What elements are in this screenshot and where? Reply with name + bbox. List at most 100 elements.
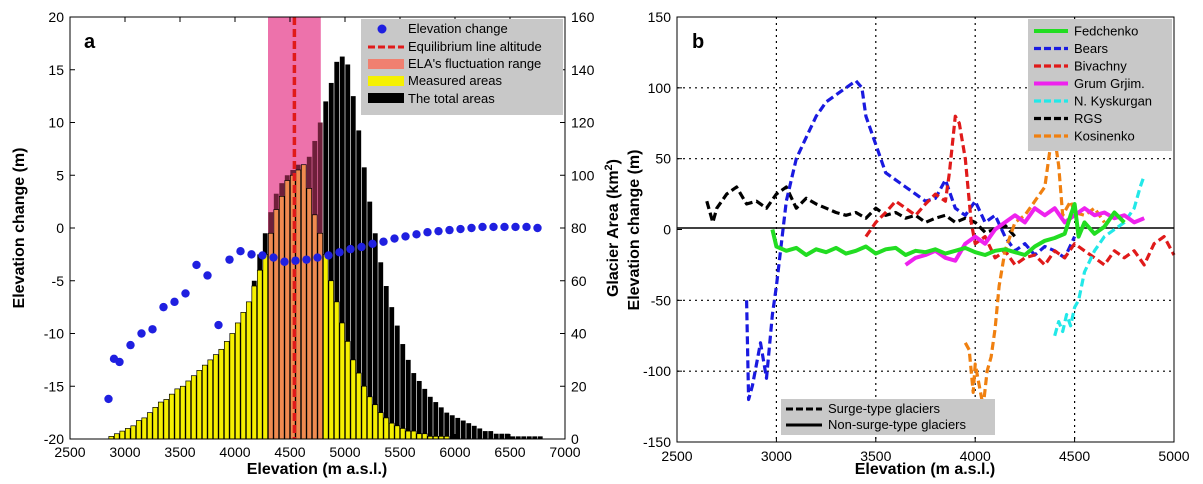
elevation-change-point [258, 251, 267, 260]
elevation-change-point [478, 222, 487, 232]
bar-measured-area [196, 370, 203, 440]
y-left-tick-label: -10 [44, 326, 64, 342]
elevation-change-point [500, 222, 509, 232]
elevation-change-point [291, 256, 300, 265]
bar-total-area [537, 436, 543, 439]
elevation-change-point [280, 257, 289, 266]
bar-measured-area [229, 333, 236, 440]
bar-total-area [394, 325, 400, 439]
bar-measured-area [421, 433, 428, 440]
x-tick-label: 5500 [384, 444, 415, 460]
bar-measured-area [163, 399, 170, 440]
elevation-change-point [324, 251, 333, 260]
bar-measured-area [278, 196, 285, 440]
y-left-tick-label: 0 [56, 220, 64, 236]
bar-total-area [383, 286, 389, 439]
y-tick-label: 0 [663, 222, 671, 238]
bar-total-area [411, 373, 417, 439]
bar-measured-area [124, 428, 131, 440]
bar-measured-area [339, 322, 346, 440]
bar-measured-area [399, 428, 406, 440]
y-left-tick-label: -15 [44, 378, 64, 394]
bar-measured-area [190, 375, 197, 440]
panel-a-label: a [84, 31, 96, 53]
bar-total-area [521, 436, 527, 439]
legend-label-grum-grjim-: Grum Grjim. [1074, 76, 1145, 91]
y-right-tick-label: 0 [571, 431, 579, 447]
elevation-change-point [467, 223, 476, 233]
bar-total-area [460, 420, 466, 439]
elevation-change-point [456, 224, 465, 234]
elevation-change-point [148, 325, 157, 334]
bar-measured-area [135, 420, 142, 440]
style-legend-surge-label: Surge-type glaciers [828, 401, 940, 416]
y-left-tick-label: 10 [48, 115, 64, 131]
bar-total-area [378, 262, 384, 439]
panel-a-ticks: 2500 3000 3500 4000 4500 5000 5500 6000 6500 7000… [44, 9, 595, 460]
bar-measured-area [300, 164, 307, 440]
legend-marker-total [368, 93, 404, 103]
bar-measured-area [218, 348, 225, 440]
bar-total-area [433, 402, 439, 439]
elevation-change-point [401, 232, 410, 241]
x-tick-label: 6500 [494, 444, 525, 460]
x-tick-label: 7000 [549, 444, 580, 460]
bar-measured-area [168, 393, 175, 440]
bar-total-area [449, 415, 455, 439]
ylabel-right-sup: 2 [603, 164, 615, 170]
bar-measured-area [141, 417, 148, 440]
bar-total-area [444, 412, 450, 439]
bar-measured-area [234, 322, 241, 440]
bar-total-area [372, 233, 378, 439]
bar-measured-area [245, 301, 252, 440]
elevation-change-point [225, 255, 234, 264]
elevation-change-point [247, 250, 256, 259]
elevation-change-point [181, 289, 190, 298]
elevation-change-point [137, 329, 146, 338]
bar-total-area [422, 388, 428, 439]
bar-measured-area [383, 417, 390, 440]
panel-b-xlabel: Elevation (m a.s.l.) [855, 461, 995, 478]
elevation-change-point [192, 260, 201, 270]
bar-total-area [499, 433, 505, 439]
series-line-n-kyskurgan [1053, 175, 1146, 337]
y-right-tick-label: 60 [571, 273, 587, 289]
bar-measured-area [416, 433, 423, 440]
elevation-change-point [159, 302, 168, 312]
bar-measured-area [130, 425, 137, 440]
bar-measured-area [344, 341, 351, 440]
bar-total-area [510, 436, 516, 439]
x-tick-label: 3000 [761, 448, 792, 464]
x-tick-label: 5000 [329, 444, 360, 460]
panel-b-label: b [692, 31, 704, 53]
x-tick-label: 4000 [960, 448, 991, 464]
elevation-change-point [126, 340, 135, 350]
bar-total-area [427, 396, 433, 439]
elevation-change-point [203, 271, 212, 280]
elevation-change-point [313, 253, 322, 262]
panel-b-ylabel: Elevation change (m) [626, 150, 643, 311]
bar-measured-area [322, 254, 329, 440]
elevation-change-point [522, 222, 531, 232]
series-line-fedchenko [770, 202, 1126, 257]
legend-label-measured: Measured areas [408, 73, 502, 88]
panel-b-style-legend: Surge-type glaciers Non-surge-type glaci… [781, 399, 995, 435]
panel-a: 2500 3000 3500 4000 4500 5000 5500 6000 6500 7000… [11, 9, 622, 478]
bar-measured-area [372, 404, 379, 440]
panel-a-legend: Elevation change Equilibrium line altitu… [361, 19, 563, 115]
x-tick-label: 2500 [661, 448, 692, 464]
elevation-change-point [368, 239, 377, 249]
x-tick-label: 4500 [274, 444, 305, 460]
bar-total-area [488, 431, 494, 439]
bar-measured-area [388, 422, 395, 440]
series-line-kosinenko [963, 135, 1106, 409]
bar-measured-area [256, 269, 263, 440]
bar-measured-area [328, 280, 335, 440]
elevation-change-point [236, 247, 245, 256]
legend-label-elevation-change: Elevation change [408, 21, 508, 36]
x-tick-label: 4500 [1059, 448, 1090, 464]
y-right-tick-label: 80 [571, 220, 587, 236]
bar-measured-area [366, 396, 373, 440]
bar-total-area [493, 433, 499, 439]
